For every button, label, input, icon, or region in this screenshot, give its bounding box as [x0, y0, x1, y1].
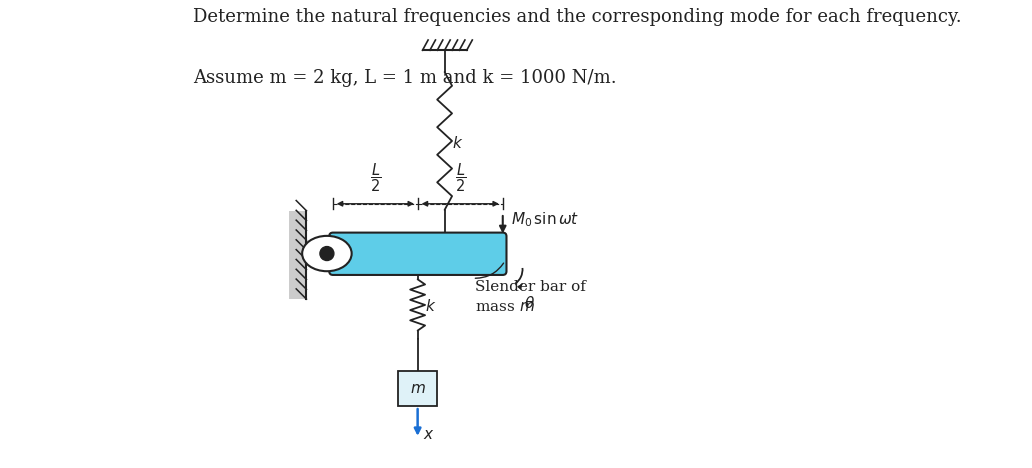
Text: $M_0\,\sin\omega t$: $M_0\,\sin\omega t$: [511, 211, 580, 229]
Text: $\dfrac{L}{2}$: $\dfrac{L}{2}$: [369, 161, 381, 194]
Text: $x$: $x$: [423, 428, 434, 442]
Text: $\dfrac{L}{2}$: $\dfrac{L}{2}$: [455, 161, 466, 194]
Bar: [289, 211, 307, 299]
Text: Determine the natural frequencies and the corresponding mode for each frequency.: Determine the natural frequencies and th…: [193, 8, 962, 26]
Text: $k$: $k$: [424, 298, 436, 314]
Text: Slender bar of
mass $m$: Slender bar of mass $m$: [475, 280, 586, 314]
Text: $m$: $m$: [410, 382, 425, 395]
FancyBboxPatch shape: [329, 233, 507, 275]
Text: $k$: $k$: [452, 135, 463, 151]
Bar: [398, 371, 438, 406]
Text: $\theta$: $\theta$: [523, 295, 535, 311]
Ellipse shape: [302, 236, 352, 271]
Circle shape: [320, 247, 334, 261]
Text: Assume m = 2 kg, L = 1 m and k = 1000 N/m.: Assume m = 2 kg, L = 1 m and k = 1000 N/…: [193, 69, 617, 87]
